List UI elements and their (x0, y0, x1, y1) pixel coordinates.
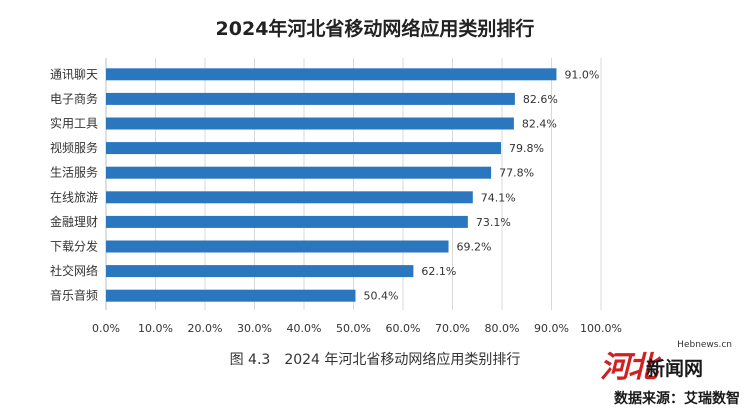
figure-caption: 图 4.3 2024 年河北省移动网络应用类别排行 (0, 349, 750, 369)
bar (106, 289, 356, 302)
category-label: 视频服务 (50, 140, 98, 155)
category-label: 生活服务 (50, 165, 98, 180)
x-tick-label: 80.0% (485, 322, 520, 335)
bar (106, 265, 414, 278)
bar (106, 191, 473, 204)
x-tick-label: 70.0% (435, 322, 470, 335)
x-tick-label: 50.0% (336, 322, 371, 335)
data-label: 79.8% (509, 142, 544, 155)
chart-title: 2024年河北省移动网络应用类别排行 (215, 18, 535, 40)
data-label: 74.1% (481, 191, 516, 204)
category-label: 电子商务 (50, 91, 98, 106)
category-label: 通讯聊天 (50, 67, 98, 81)
bar (106, 240, 449, 253)
category-label: 在线旅游 (50, 190, 98, 204)
data-label: 69.2% (457, 241, 492, 254)
x-tick-label: 10.0% (138, 322, 173, 335)
data-source: 数据来源：艾瑞数智 (614, 391, 740, 407)
data-label: 82.6% (523, 93, 558, 106)
x-tick-label: 40.0% (287, 322, 322, 335)
x-tick-label: 0.0% (92, 322, 120, 335)
watermark-site: Hebnews.cn (677, 340, 732, 350)
watermark-logo: Hebnews.cn 河北 新闻网 (600, 336, 750, 417)
bar (106, 92, 515, 105)
watermark-mark: 河北 (600, 350, 658, 385)
bar (106, 142, 502, 155)
bar (106, 68, 557, 81)
x-tick-label: 20.0% (188, 322, 223, 335)
data-label: 62.1% (421, 265, 456, 278)
category-label: 社交网络 (50, 263, 98, 278)
data-label: 50.4% (363, 290, 398, 303)
figure-number: 图 4.3 (229, 352, 271, 368)
x-tick-label: 30.0% (237, 322, 272, 335)
data-label: 73.1% (476, 216, 511, 229)
category-label: 金融理财 (50, 214, 98, 229)
x-tick-label: 100.0% (580, 322, 622, 335)
figure-caption-text: 2024 年河北省移动网络应用类别排行 (284, 352, 521, 368)
bar (106, 166, 492, 179)
category-label: 音乐音频 (50, 288, 98, 303)
data-label: 82.4% (522, 118, 557, 131)
data-label: 77.8% (499, 167, 534, 180)
bar (106, 215, 468, 228)
data-label: 91.0% (564, 68, 599, 81)
category-label: 实用工具 (50, 116, 98, 131)
x-tick-label: 60.0% (386, 322, 421, 335)
x-tick-label: 90.0% (534, 322, 569, 335)
watermark-name: 新闻网 (646, 358, 704, 380)
bar (106, 117, 514, 130)
category-label: 下载分发 (50, 239, 98, 254)
